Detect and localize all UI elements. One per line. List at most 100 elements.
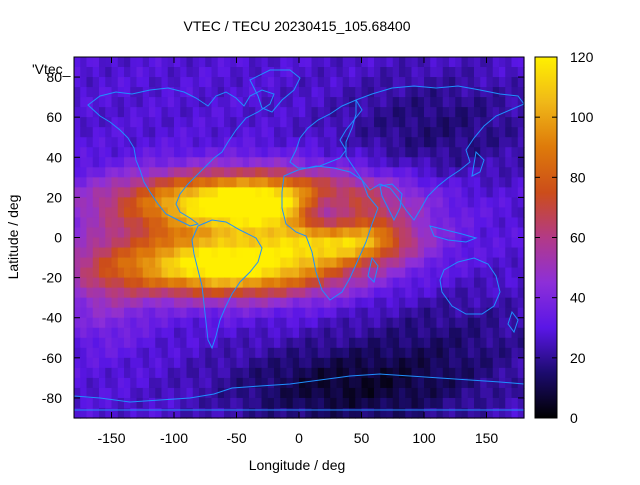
heatmap-cell <box>474 57 481 68</box>
heatmap-cell <box>374 227 381 239</box>
heatmap-cell <box>230 407 238 419</box>
heatmap-cell <box>324 307 331 319</box>
heatmap-cell <box>255 407 263 419</box>
heatmap-cell <box>436 67 444 78</box>
heatmap-cell <box>336 347 344 359</box>
heatmap-cell <box>436 287 444 299</box>
heatmap-cell <box>517 397 525 409</box>
heatmap-cell <box>161 197 169 209</box>
heatmap-cell <box>267 337 275 349</box>
heatmap-cell <box>242 257 250 269</box>
heatmap-cell <box>330 117 338 128</box>
heatmap-cell <box>230 297 238 309</box>
heatmap-cell <box>130 167 138 178</box>
heatmap-cell <box>267 247 275 259</box>
heatmap-cell <box>517 327 525 339</box>
heatmap-cell <box>167 177 175 188</box>
heatmap-cell <box>242 57 250 68</box>
heatmap-cell <box>74 287 81 299</box>
heatmap-cell <box>105 227 113 239</box>
heatmap-cell <box>324 267 331 279</box>
heatmap-cell <box>499 87 506 98</box>
heatmap-cell <box>299 377 306 389</box>
heatmap-cell <box>349 397 356 409</box>
heatmap-cell <box>467 317 475 329</box>
heatmap-cell <box>155 187 163 198</box>
heatmap-cell <box>180 227 188 239</box>
heatmap-cell <box>205 87 213 98</box>
heatmap-cell <box>211 57 219 68</box>
heatmap-cell <box>99 247 106 259</box>
heatmap-cell <box>105 77 113 88</box>
heatmap-cell <box>424 197 431 209</box>
chart-title: VTEC / TECU 20230415_105.68400 <box>183 18 410 34</box>
heatmap-cell <box>330 377 338 389</box>
heatmap-cell <box>311 97 319 108</box>
heatmap-cell <box>467 97 475 108</box>
heatmap-cell <box>286 187 294 198</box>
heatmap-cell <box>436 77 444 88</box>
heatmap-cell <box>155 227 163 239</box>
heatmap-cell <box>167 327 175 339</box>
heatmap-cell <box>105 277 113 289</box>
heatmap-cell <box>386 227 394 239</box>
heatmap-cell <box>199 377 206 389</box>
heatmap-cell <box>280 397 288 409</box>
heatmap-cell <box>124 97 131 108</box>
heatmap-cell <box>374 57 381 68</box>
heatmap-cell <box>211 177 219 188</box>
heatmap-cell <box>517 157 525 168</box>
coastline-asia <box>345 85 525 221</box>
heatmap-cell <box>186 57 194 68</box>
heatmap-cell <box>149 347 156 359</box>
heatmap-cell <box>280 317 288 329</box>
heatmap-cell <box>417 327 425 339</box>
heatmap-cell <box>80 67 88 78</box>
heatmap-cell <box>236 337 244 349</box>
colorbar-tick-label: 60 <box>570 230 586 246</box>
heatmap-cell <box>505 247 513 259</box>
heatmap-cell <box>349 187 356 198</box>
heatmap-cell <box>417 97 425 108</box>
heatmap-cell <box>361 377 369 389</box>
heatmap-cell <box>155 347 163 359</box>
heatmap-cell <box>417 277 425 289</box>
heatmap-cell <box>267 267 275 279</box>
heatmap-cell <box>192 287 200 299</box>
heatmap-cell <box>86 387 94 399</box>
heatmap-cell <box>292 227 300 239</box>
heatmap-cell <box>424 187 431 198</box>
heatmap-cell <box>474 317 481 329</box>
heatmap-cell <box>342 57 350 68</box>
heatmap-cell <box>292 357 300 369</box>
heatmap-cell <box>336 387 344 399</box>
heatmap-cell <box>355 377 363 389</box>
heatmap-cell <box>174 77 181 88</box>
heatmap-cell <box>99 127 106 138</box>
heatmap-cell <box>299 297 306 309</box>
heatmap-cell <box>336 167 344 178</box>
heatmap-cell <box>374 67 381 78</box>
heatmap-cell <box>386 127 394 138</box>
heatmap-cell <box>380 177 388 188</box>
heatmap-cell <box>292 137 300 148</box>
heatmap-cell <box>330 197 338 209</box>
heatmap-cell <box>417 307 425 319</box>
heatmap-cell <box>149 117 156 128</box>
heatmap-cell <box>442 127 450 138</box>
heatmap-cell <box>130 397 138 409</box>
heatmap-cell <box>436 297 444 309</box>
heatmap-cell <box>161 297 169 309</box>
heatmap-cell <box>499 147 506 158</box>
heatmap-cell <box>92 117 100 128</box>
heatmap-cell <box>199 117 206 128</box>
heatmap-cell <box>424 57 431 68</box>
heatmap-cell <box>192 297 200 309</box>
heatmap-cell <box>180 267 188 279</box>
heatmap-cell <box>505 107 513 118</box>
heatmap-cell <box>424 377 431 389</box>
heatmap-cell <box>211 247 219 259</box>
heatmap-cell <box>480 217 488 229</box>
heatmap-cell <box>517 267 525 279</box>
heatmap-cell <box>299 77 306 88</box>
